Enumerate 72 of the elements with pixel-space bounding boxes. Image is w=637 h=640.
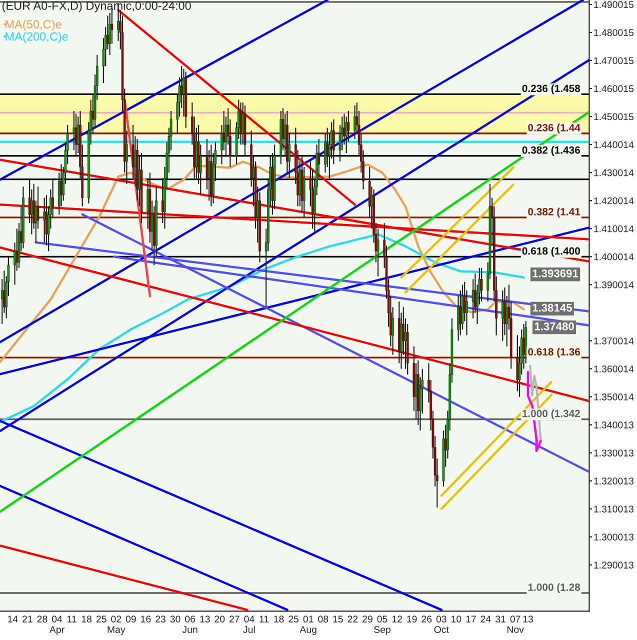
x-tick-label: 20	[214, 616, 225, 623]
x-tick-label: 25	[288, 616, 299, 623]
y-tick-label: 1.420014	[594, 197, 634, 204]
y-tick-label: 1.470015	[594, 57, 634, 64]
x-tick-label: 13	[523, 616, 533, 623]
x-tick-label: 26	[422, 616, 432, 623]
legend-label: MA(200,C)e	[6, 32, 68, 43]
x-tick-label: 28	[37, 616, 48, 623]
ref-line-label: 0.236 (1.44	[528, 124, 580, 134]
x-tick-label: 11	[260, 616, 269, 622]
y-tick-label: 1.480015	[594, 29, 634, 36]
x-tick-label: 19	[407, 616, 417, 623]
x-tick-label: 14	[8, 616, 18, 622]
y-tick-label: 1.360014	[594, 365, 634, 372]
y-tick-label: 1.440014	[594, 141, 634, 148]
x-tick-label: 16	[141, 616, 151, 623]
x-tick-label: 29	[362, 616, 372, 623]
x-tick-label: 06 Jun	[182, 616, 198, 633]
annotation: 1.38145	[532, 304, 572, 312]
y-tick-label: 1.310013	[594, 506, 634, 512]
y-tick-label: 1.410014	[594, 225, 634, 232]
x-tick-label: 07 Nov	[507, 616, 524, 633]
ref-line-label: 0.382 (1.436	[522, 146, 580, 156]
y-tick-label: 1.340013	[594, 422, 634, 428]
y-tick-label: 1.400014	[594, 253, 634, 260]
x-tick-label: 01 Aug	[300, 616, 316, 635]
x-tick-label: 17	[466, 616, 476, 622]
y-tick-label: 1.430014	[594, 169, 634, 176]
x-tick-label: 15	[333, 616, 343, 623]
ref-line-label: 1.000 (1.342	[522, 410, 580, 420]
y-tick-label: 1.490015	[594, 1, 634, 8]
annotation: 1.37480	[534, 322, 574, 330]
x-tick-label: 09	[126, 616, 136, 623]
x-tick-label: 18	[274, 616, 284, 623]
x-tick-label: 13	[200, 616, 210, 623]
x-tick-label: 23	[156, 616, 166, 623]
y-tick-label: 1.450015	[594, 113, 634, 120]
x-tick-label: 24	[480, 616, 491, 622]
x-tick-label: 21	[22, 616, 32, 622]
y-tick-label: 1.300013	[594, 534, 634, 541]
x-tick-label: 11	[68, 616, 76, 622]
x-tick-label: 10	[452, 616, 462, 623]
y-tick-label: 1.320013	[594, 478, 634, 484]
x-tick-label: 27	[230, 616, 240, 622]
ref-line-label: 0.236 (1.458	[522, 84, 580, 94]
ref-line-label: 0.382 (1.41	[528, 208, 580, 218]
ref-line-label: 0.618 (1.36	[528, 348, 580, 358]
y-tick-label: 1.370014	[594, 337, 634, 344]
x-tick-label: 30	[170, 616, 180, 623]
x-tick-label: 03 Oct	[434, 616, 449, 633]
annotation: 1.393691	[532, 269, 578, 278]
legend-label: MA(50,C)e	[6, 20, 62, 31]
y-tick-label: 1.330013	[594, 450, 634, 456]
x-tick-label: 04 Apr	[49, 616, 64, 635]
x-tick-label: 08	[318, 616, 328, 623]
ref-line-label: 0.618 (1.400	[522, 246, 580, 257]
candlestick	[332, 118, 335, 165]
x-tick-label: 02 May	[108, 616, 126, 635]
y-tick-label: 1.390014	[594, 281, 634, 288]
x-tick-label: 25	[96, 616, 106, 623]
x-tick-label: 18	[82, 616, 92, 623]
x-tick-label: 04 Jul	[243, 616, 255, 633]
ref-line-label: 1.000 (1.28	[528, 583, 580, 593]
y-tick-label: 1.460015	[594, 85, 634, 92]
y-tick-label: 1.350014	[594, 394, 634, 400]
x-tick-label: 12	[392, 616, 402, 622]
x-tick-label: 31	[495, 616, 506, 623]
candlestick	[354, 104, 356, 140]
y-tick-label: 1.290013	[594, 562, 634, 569]
candlestick	[480, 267, 483, 302]
x-tick-label: 05 Sep	[374, 616, 390, 635]
x-tick-label: 22	[348, 616, 358, 622]
